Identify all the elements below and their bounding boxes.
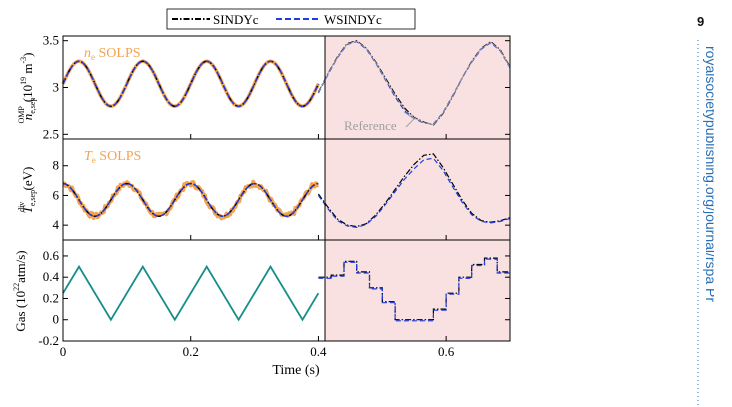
reference-annotation: Reference — [344, 111, 415, 133]
te-ytick-label: 4 — [53, 217, 60, 232]
x-tick-label: 0.6 — [438, 344, 455, 359]
reference-label: Reference — [344, 118, 397, 133]
panel-te-plot — [62, 153, 511, 229]
reference-pointer — [403, 111, 415, 128]
forecast-region-te — [325, 139, 510, 240]
gas-ytick-label: 0.6 — [43, 248, 60, 263]
gas-ytick-label: 0.4 — [43, 269, 60, 284]
gas-wsindyc-forecast-line — [318, 258, 510, 322]
legend-sindyc-label: SINDYc — [213, 12, 259, 27]
forecast-region-ne — [325, 36, 510, 139]
side-url-text: royalsocietypublishing.org/journal/rspa … — [703, 46, 714, 302]
panel-te-annotation: Te SOLPS — [84, 149, 141, 165]
x-tick-label: 0.4 — [310, 344, 327, 359]
legend: SINDYc WSINDYc — [166, 8, 416, 30]
gas-ytick-label: 0 — [53, 312, 60, 327]
panel-gas-ylabel: Gas (1022atm/s) — [12, 250, 28, 331]
te-sindyc-forecast-line — [317, 153, 511, 228]
page-number: 9 — [697, 14, 705, 29]
legend-wsindyc-label: WSINDYc — [324, 12, 382, 27]
ne-ytick-label: 2.5 — [43, 126, 59, 141]
ne-ytick-label: 3 — [53, 80, 60, 95]
forecast-region-gas — [325, 240, 510, 341]
ne-reference-line — [318, 40, 511, 125]
panel-gas-frame — [62, 239, 511, 342]
gas-ytick-label: 0.2 — [43, 290, 59, 305]
gas-training-line — [62, 264, 320, 322]
gas-ytick-label: -0.2 — [38, 333, 59, 348]
panel-ne-ylabel: ne,sepOMP(1019 m-3) — [17, 52, 37, 123]
te-sindyc-train-line — [62, 182, 319, 217]
panel-ne-annotation: ne SOLPS — [84, 46, 141, 62]
te-ytick-label: 6 — [53, 187, 60, 202]
ne-wsindyc-train-line — [62, 60, 320, 107]
panel-te-ylabel: Te,sepdiv (eV) — [17, 167, 37, 214]
x-tick-label: 0 — [60, 344, 67, 359]
gas-sindyc-forecast-line — [318, 257, 510, 321]
x-tick-label: 0.2 — [183, 344, 199, 359]
te-solps-line — [62, 179, 320, 221]
side-journal-url: royalsocietypublishing.org/journal/rspa … — [697, 40, 714, 407]
panel-gas-plot — [62, 257, 510, 322]
te-wsindyc-forecast-line — [317, 157, 511, 229]
x-axis-label: Time (s) — [272, 363, 320, 378]
ne-ytick-label: 3.5 — [43, 33, 59, 48]
panel-ne-plot — [61, 40, 511, 126]
te-ytick-label: 8 — [53, 158, 60, 173]
